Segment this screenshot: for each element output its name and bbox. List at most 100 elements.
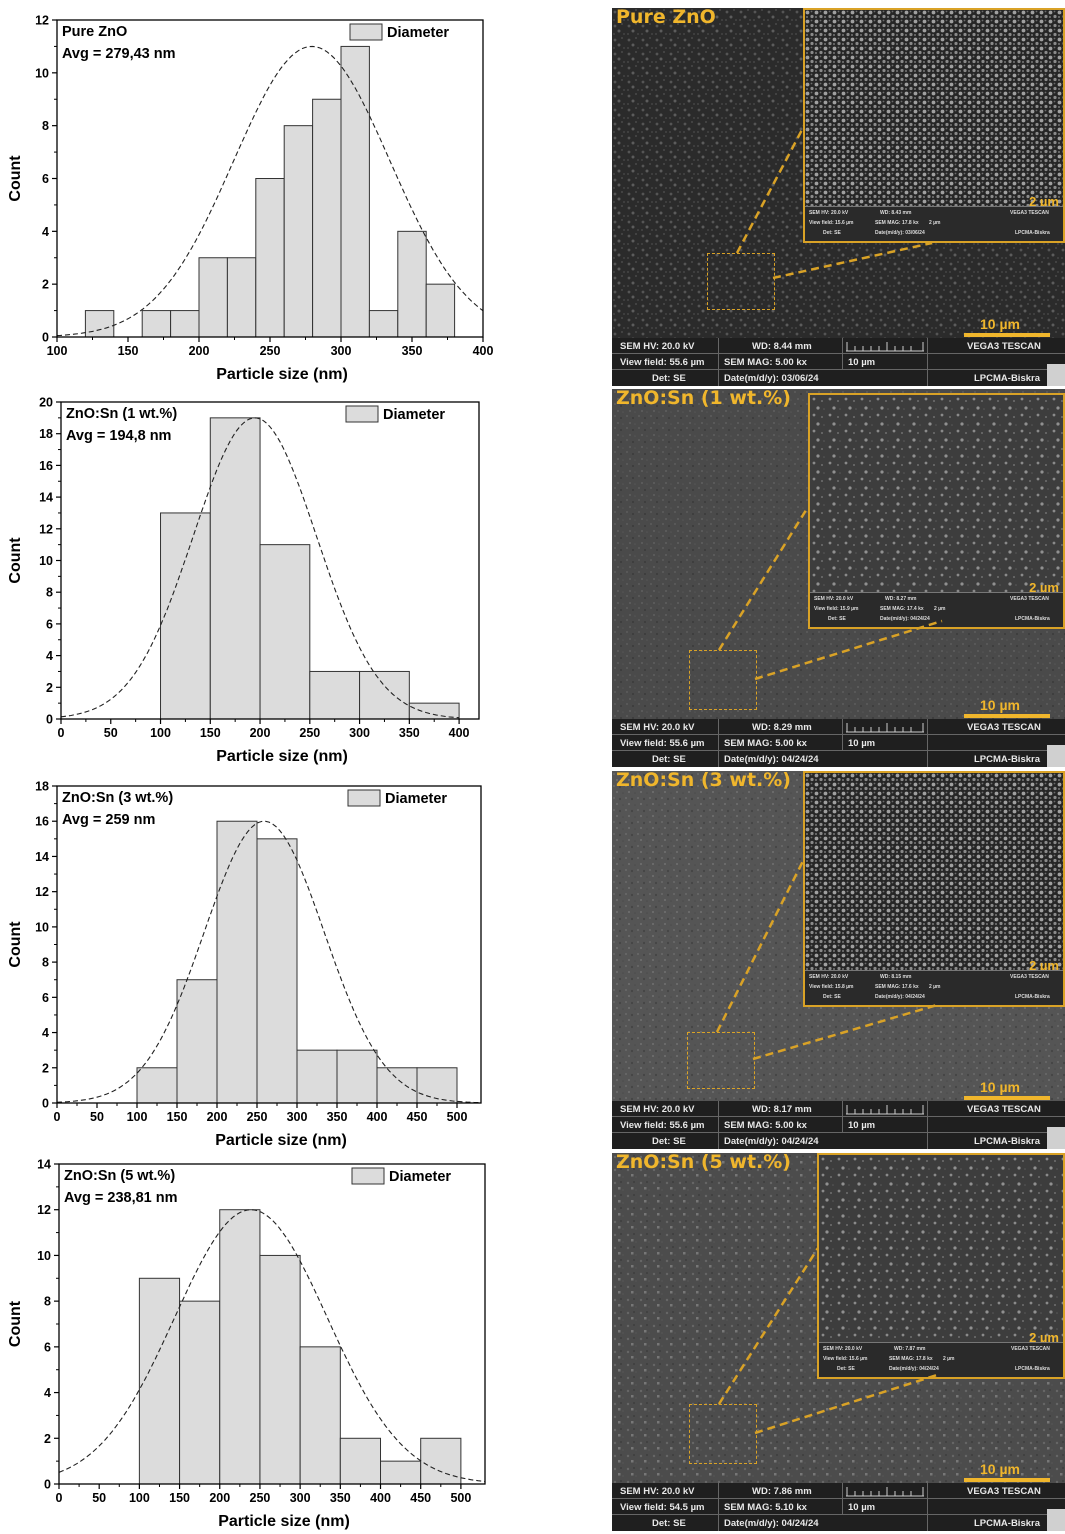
inset-det: Det: SE [823, 994, 841, 1000]
sem-date: Date(m/d/y): 03/06/24 [724, 373, 819, 384]
histogram-svg: 0 50 100 150 200 250 300 350 400 450 500 0 2 4 6 8 10 12 1… [7, 780, 482, 1149]
y-tick-label: 4 [42, 225, 49, 239]
x-tick-label: 450 [407, 1110, 428, 1124]
histogram-bar [255, 178, 285, 338]
legend-swatch [347, 789, 381, 807]
histogram-chart-5wt: 0 50 100 150 200 250 300 350 400 450 500 0 2 4 6 8 10 12 1… [0, 1150, 500, 1534]
x-tick-label: 50 [104, 726, 118, 740]
scale-bar-label: 10 µm [980, 1461, 1020, 1477]
x-tick-label: 0 [56, 1491, 63, 1505]
histogram-bar [380, 1460, 422, 1485]
x-tick-label: 300 [287, 1110, 308, 1124]
sem-panel-1wt: 2 µm SEM HV: 20.0 kV WD: 8.27 mm VEGA3 T… [612, 389, 1065, 767]
tescan-logo [1047, 1127, 1065, 1149]
histogram-bar [170, 310, 200, 338]
x-tick-label: 200 [207, 1110, 228, 1124]
inset-view: View field: 15.9 µm [814, 606, 859, 612]
x-tick-label: 300 [331, 344, 352, 358]
x-tick-label: 350 [327, 1110, 348, 1124]
histogram-chart-pure-zno: 100 150 200 250 300 350 400 0 2 4 6 8 10 12 Particle s… [0, 0, 500, 384]
x-tick-label: 250 [250, 1491, 271, 1505]
inset-lab: LPCMA-Biskra [1015, 1366, 1050, 1372]
y-tick-label: 12 [37, 1203, 51, 1217]
plot-area [58, 1209, 486, 1485]
sem-wd: WD: 8.17 mm [752, 1104, 812, 1115]
sem-view-field: View field: 55.6 µm [620, 1120, 705, 1131]
y-tick-label: 2 [42, 278, 49, 292]
y-tick-label: 0 [42, 1097, 49, 1111]
y-axis-label: Count [7, 921, 24, 968]
sem-inset-micrograph [805, 10, 1063, 241]
histogram-bar [425, 283, 456, 338]
legend-label: Diameter [387, 25, 449, 41]
sem-title: ZnO:Sn (3 wt.%) [616, 771, 791, 791]
sem-det: Det: SE [652, 1136, 686, 1147]
histogram-bar [368, 310, 399, 338]
zoom-region-box [687, 1032, 755, 1089]
histogram-bar [340, 45, 370, 338]
inset-info-bar: SEM HV: 20.0 kV WD: 7.87 mm VEGA3 TESCAN… [819, 1342, 1063, 1377]
sem-hv: SEM HV: 20.0 kV [620, 722, 695, 733]
sem-mag: SEM MAG: 5.00 kx [724, 357, 807, 368]
legend-swatch [349, 23, 383, 41]
histogram-bar [176, 979, 218, 1104]
inset-date: Date(m/d/y): 04/24/24 [880, 616, 930, 622]
inset-scale-label: 2 µm [1029, 1330, 1059, 1345]
histogram-svg: 0 50 100 150 200 250 300 350 400 450 500 0 2 4 6 8 10 12 1… [7, 1158, 486, 1530]
sem-panel-pure-zno: 2 µm SEM HV: 20.0 kV WD: 8.43 mm VEGA3 T… [612, 8, 1065, 386]
histogram-chart-3wt: 0 50 100 150 200 250 300 350 400 450 500 0 2 4 6 8 10 12 1… [0, 768, 500, 1152]
y-tick-label: 18 [35, 780, 49, 794]
histogram-bar [359, 670, 410, 720]
y-tick-label: 0 [44, 1478, 51, 1492]
sem-ruler [846, 723, 924, 733]
inset-lab: LPCMA-Biskra [1015, 616, 1050, 622]
tescan-logo [1047, 1509, 1065, 1531]
y-tick-label: 6 [46, 617, 53, 631]
average-size-label: Avg = 279,43 nm [62, 46, 176, 62]
inset-mag: SEM MAG: 17.8 kx [875, 220, 919, 226]
inset-info-bar: SEM HV: 20.0 kV WD: 8.43 mm VEGA3 TESCAN… [805, 206, 1063, 241]
inset-det: Det: SE [837, 1366, 855, 1372]
histogram-bar [312, 98, 342, 338]
x-tick-label: 200 [209, 1491, 230, 1505]
sem-wd: WD: 8.29 mm [752, 722, 812, 733]
x-tick-label: 100 [150, 726, 171, 740]
legend-swatch [351, 1167, 385, 1185]
sem-mag: SEM MAG: 5.00 kx [724, 738, 807, 749]
x-tick-label: 350 [399, 726, 420, 740]
inset-date: Date(m/d/y): 03/06/24 [875, 230, 925, 236]
sem-hv: SEM HV: 20.0 kV [620, 1486, 695, 1497]
sem-lab: LPCMA-Biskra [974, 373, 1040, 384]
y-axis-label: Count [7, 1300, 24, 1347]
inset-view: View field: 15.6 µm [809, 220, 854, 226]
sem-view-field: View field: 55.6 µm [620, 357, 705, 368]
y-tick-label: 2 [44, 1432, 51, 1446]
average-size-label: Avg = 194,8 nm [66, 428, 171, 444]
x-tick-label: 150 [169, 1491, 190, 1505]
x-tick-label: 250 [299, 726, 320, 740]
scale-bar-label: 10 µm [980, 697, 1020, 713]
inset-det: Det: SE [823, 230, 841, 236]
gaussian-fit-curve [58, 1209, 486, 1483]
y-tick-label: 10 [39, 554, 53, 568]
y-tick-label: 16 [39, 459, 53, 473]
zoom-region-box [689, 650, 757, 710]
histogram-bar [283, 125, 314, 338]
sem-info-bar: SEM HV: 20.0 kV WD: 7.86 mm VEGA3 TESCAN… [612, 1483, 1065, 1531]
histogram-chart-1wt: 0 50 100 150 200 250 300 350 400 0 2 4 6 8 10 12 14 16 18 2… [0, 384, 500, 768]
inset-wd: WD: 8.43 mm [880, 210, 912, 216]
histogram-bar [336, 1049, 378, 1104]
x-tick-label: 300 [349, 726, 370, 740]
inset-vendor: VEGA3 TESCAN [1010, 596, 1049, 602]
histogram-bar [309, 670, 361, 720]
sem-det: Det: SE [652, 373, 686, 384]
sem-bar-label: 10 µm [848, 738, 876, 749]
zoom-leader-lines [717, 1247, 938, 1435]
sem-inset: 2 µm SEM HV: 20.0 kV WD: 7.87 mm VEGA3 T… [817, 1153, 1065, 1379]
x-tick-label: 0 [58, 726, 65, 740]
sem-view-field: View field: 54.5 µm [620, 1502, 705, 1513]
inset-wd: WD: 8.15 mm [880, 974, 912, 980]
sem-hv: SEM HV: 20.0 kV [620, 341, 695, 352]
sem-inset-micrograph [819, 1155, 1063, 1377]
plot-area [56, 45, 484, 338]
